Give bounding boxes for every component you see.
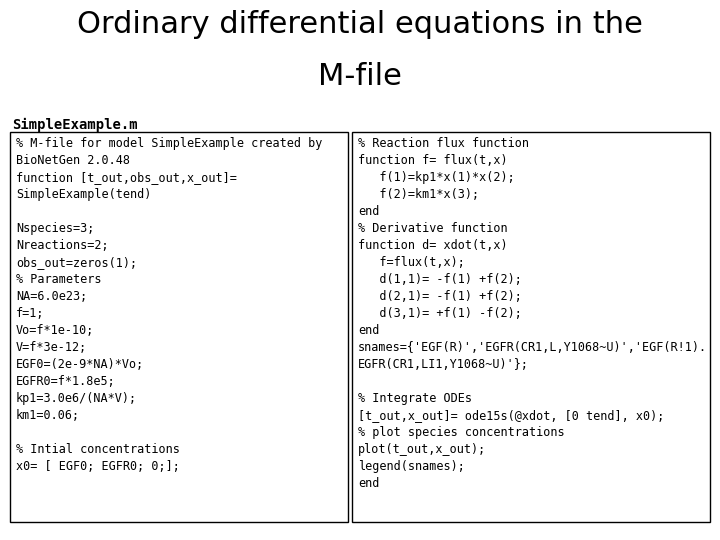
Text: % M-file for model SimpleExample created by
BioNetGen 2.0.48
function [t_out,obs: % M-file for model SimpleExample created…	[16, 137, 323, 473]
Text: M-file: M-file	[318, 62, 402, 91]
Bar	[10, 132, 348, 522]
Text: % Reaction flux function
function f= flux(t,x)
   f(1)=kp1*x(1)*x(2);
   f(2)=km: % Reaction flux function function f= flu…	[358, 137, 707, 490]
Text: Ordinary differential equations in the: Ordinary differential equations in the	[77, 10, 643, 39]
Bar	[352, 132, 710, 522]
Text: SimpleExample.m: SimpleExample.m	[12, 118, 138, 132]
